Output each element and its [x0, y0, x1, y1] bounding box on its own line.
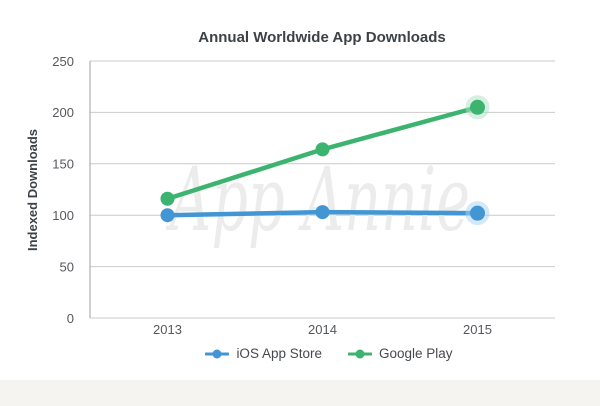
legend-marker-dot — [355, 349, 365, 358]
x-tick-label: 2014 — [308, 322, 337, 337]
data-point-ios-app-store — [470, 205, 485, 221]
legend: iOS App Store Google Play — [0, 346, 600, 361]
legend-marker-dot — [212, 349, 222, 358]
data-point-google-play — [470, 99, 485, 115]
legend-label: iOS App Store — [236, 346, 322, 361]
y-tick-label: 100 — [52, 208, 74, 223]
y-tick-label: 50 — [60, 259, 74, 274]
series-layer — [160, 95, 490, 226]
x-axis-labels: 2013 2014 2015 — [153, 322, 492, 337]
watermark: App Annie — [165, 148, 470, 251]
bottom-shadow-band — [0, 380, 600, 406]
y-axis-label: Indexed Downloads — [25, 129, 40, 251]
gridlines-layer: 0 50 100 150 200 250 — [52, 54, 555, 326]
data-point-google-play — [315, 142, 330, 157]
data-point-ios-app-store — [315, 205, 330, 220]
legend-item-google-play: Google Play — [348, 346, 453, 361]
legend-marker-icon — [205, 349, 230, 358]
chart-title: Annual Worldwide App Downloads — [198, 29, 446, 46]
data-point-ios-app-store — [160, 208, 175, 223]
y-tick-label: 0 — [67, 311, 74, 326]
y-tick-label: 200 — [52, 105, 74, 120]
y-tick-label: 150 — [52, 157, 74, 172]
legend-item-ios-app-store: iOS App Store — [205, 346, 322, 361]
x-tick-label: 2013 — [153, 322, 182, 337]
legend-marker-icon — [348, 349, 372, 358]
legend-label: Google Play — [379, 346, 453, 361]
y-tick-label: 250 — [52, 54, 74, 69]
data-point-google-play — [160, 191, 175, 206]
x-tick-label: 2015 — [463, 322, 492, 337]
